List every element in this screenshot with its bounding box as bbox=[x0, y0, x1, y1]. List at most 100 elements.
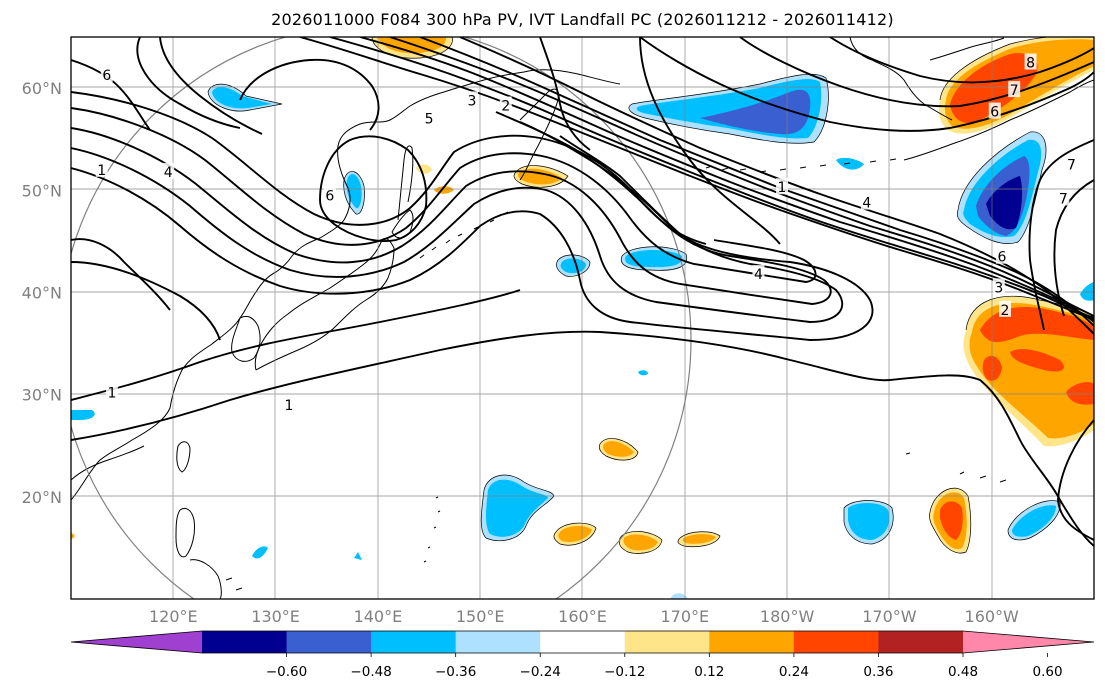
pv-contour-label: 2 bbox=[1001, 303, 1010, 319]
pv-contour-label: 4 bbox=[164, 165, 173, 181]
colorbar-tick-label: 0.24 bbox=[779, 664, 809, 680]
ivt-negative-patch bbox=[354, 552, 362, 560]
pv-contour-label: 6 bbox=[997, 250, 1006, 266]
colorbar-tick-label: −0.24 bbox=[520, 664, 561, 680]
contour-label-halo bbox=[1065, 155, 1078, 172]
lon-tick-label: 160°E bbox=[558, 607, 607, 626]
pv-contour-label: 3 bbox=[468, 93, 477, 109]
contour-label-halo bbox=[1057, 189, 1070, 206]
pv-contours bbox=[71, 37, 1094, 547]
colorbar-segment bbox=[540, 631, 626, 653]
colorbar-segment bbox=[793, 631, 879, 653]
pv-contour-label: 7 bbox=[1059, 191, 1068, 207]
colorbar-segment bbox=[371, 631, 457, 653]
ivt-negative-patch bbox=[1080, 282, 1094, 301]
colorbar-tick-label: 0.12 bbox=[694, 664, 724, 680]
pv-contour-label: 1 bbox=[778, 180, 787, 196]
colorbar-extend-low bbox=[71, 631, 202, 653]
contour-label-halo bbox=[775, 178, 788, 195]
colorbar: −0.60 −0.48 −0.36 −0.24 −0.12 0.12 0.24 0.36 0.4… bbox=[70, 630, 1095, 680]
lon-tick-label: 120°E bbox=[149, 607, 198, 626]
pv-contour-label: 7 bbox=[1067, 158, 1076, 174]
ivt-negative-patch bbox=[486, 479, 548, 537]
contour-label-halo bbox=[1024, 53, 1037, 70]
lon-tick-label: 130°E bbox=[251, 607, 300, 626]
ivt-positive-patch bbox=[623, 534, 658, 551]
pv-contour-label: 8 bbox=[1026, 56, 1035, 72]
ivt-negative-patch bbox=[670, 593, 688, 599]
ivt-positive-patch bbox=[1066, 382, 1094, 405]
lat-tick-label: 20°N bbox=[22, 488, 62, 507]
colorbar-tick-label: −0.12 bbox=[604, 664, 645, 680]
ivt-negative-patch bbox=[836, 157, 864, 170]
contour-label-halo bbox=[499, 96, 512, 113]
ivt-positive-patch bbox=[71, 532, 75, 540]
ivt-positive-patch bbox=[603, 441, 634, 457]
contour-label-halo bbox=[752, 265, 765, 282]
colorbar-tick-label: −0.60 bbox=[266, 664, 307, 680]
contour-label-halo bbox=[992, 278, 1005, 295]
ivt-negative-patch bbox=[252, 546, 268, 559]
pv-contour-label: 5 bbox=[425, 112, 434, 128]
lat-tick-label: 50°N bbox=[22, 181, 62, 200]
colorbar-segment bbox=[624, 631, 710, 653]
contour-label-halo bbox=[995, 247, 1008, 264]
pv-contour-label: 6 bbox=[102, 68, 111, 84]
colorbar-outline bbox=[70, 630, 1095, 654]
contour-label-halo bbox=[860, 193, 873, 210]
ivt-negative-patch bbox=[700, 89, 811, 135]
colorbar-tick-label: 0.60 bbox=[1033, 664, 1063, 680]
ivt-negative-patch bbox=[848, 502, 890, 540]
colorbar-tick-label: 0.48 bbox=[948, 664, 978, 680]
ivt-negative-patch bbox=[638, 370, 648, 376]
ivt-positive-patch bbox=[682, 534, 716, 544]
lon-tick-label: 170°E bbox=[660, 607, 709, 626]
contour-label-halo bbox=[1008, 81, 1021, 98]
longitude-labels: 120°E 130°E 140°E 150°E 160°E 170°E 180°W 170°W… bbox=[149, 607, 1019, 626]
contour-label-halo bbox=[423, 109, 436, 126]
lat-tick-label: 60°N bbox=[22, 79, 62, 98]
pv-contour-label: 1 bbox=[97, 163, 106, 179]
lon-tick-label: 150°E bbox=[456, 607, 505, 626]
pv-contour-label: 6 bbox=[990, 105, 999, 121]
lon-tick-label: 170°W bbox=[862, 607, 917, 626]
colorbar-tick-label: 0.36 bbox=[863, 664, 893, 680]
lon-tick-label: 180°W bbox=[760, 607, 815, 626]
pv-contour-label: 6 bbox=[325, 188, 334, 204]
contour-label-halo bbox=[282, 395, 295, 412]
ivt-negative-patch bbox=[560, 258, 586, 274]
contour-label-halo bbox=[323, 186, 336, 203]
pv-contour-label: 1 bbox=[107, 386, 116, 402]
ivt-positive-patch bbox=[940, 501, 963, 540]
ivt-positive-patch bbox=[1010, 349, 1065, 372]
ivt-negative-patch bbox=[71, 410, 95, 420]
colorbar-tick-label: −0.36 bbox=[435, 664, 476, 680]
colorbar-segment bbox=[202, 631, 288, 653]
gridlines bbox=[71, 37, 1094, 599]
colorbar-segment bbox=[709, 631, 795, 653]
colorbar-extend-high bbox=[963, 631, 1094, 653]
contour-label-halo bbox=[100, 65, 113, 82]
ivt-negative-patch bbox=[1012, 505, 1056, 537]
latitude-labels: 60°N 50°N 40°N 30°N 20°N bbox=[22, 79, 62, 507]
lon-tick-label: 140°E bbox=[354, 607, 403, 626]
pv-contour-label: 7 bbox=[1010, 83, 1019, 99]
colorbar-segment bbox=[878, 631, 964, 653]
lon-tick-label: 160°W bbox=[965, 607, 1020, 626]
ivt-positive-patch bbox=[950, 53, 1038, 124]
contour-label-halo bbox=[105, 383, 118, 400]
pv-contour-label: 4 bbox=[754, 267, 763, 283]
contour-label-halo bbox=[466, 91, 479, 108]
pv-contour-label: 1 bbox=[284, 398, 293, 414]
map-frame bbox=[70, 36, 1095, 600]
contour-label-halo bbox=[162, 162, 175, 179]
pv-contour-label: 3 bbox=[994, 280, 1003, 296]
pv-contour-label: 4 bbox=[862, 196, 871, 212]
colorbar-segment bbox=[455, 631, 541, 653]
colorbar-tick-label: −0.48 bbox=[350, 664, 391, 680]
lat-tick-label: 30°N bbox=[22, 386, 62, 405]
contour-label-halo bbox=[998, 300, 1011, 317]
